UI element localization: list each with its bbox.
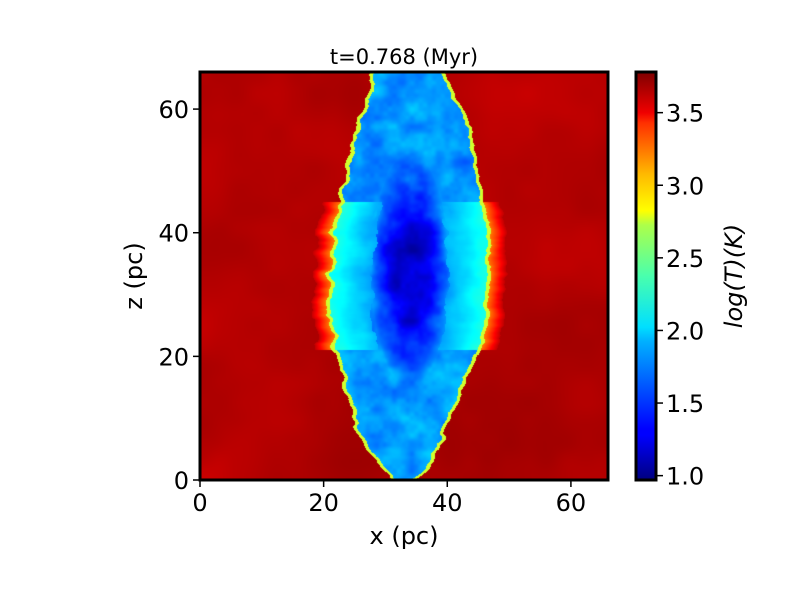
colorbar-frame [634,70,658,482]
x-axis: 0 20 40 60 [192,480,586,517]
x-axis-label: x (pc) [370,522,439,550]
colorbar-tick-label: 1.5 [666,390,704,418]
colorbar [636,72,656,480]
colorbar-axis: 1.0 1.5 2.0 2.5 3.0 3.5 [656,100,704,491]
heatmap [200,72,608,480]
colorbar-tick-label: 3.5 [666,100,704,128]
y-axis-label: z (pc) [120,242,148,309]
colorbar-tick-label: 1.0 [666,463,704,491]
y-tick-label: 60 [158,96,189,124]
colorbar-label: log(T)(K) [720,224,748,328]
colorbar-tick-label: 3.0 [666,172,704,200]
plot-frame [198,70,610,482]
x-tick-label: 20 [308,489,339,517]
y-tick-label: 0 [174,467,189,495]
x-tick-label: 40 [432,489,463,517]
y-tick-label: 40 [158,220,189,248]
y-tick-label: 20 [158,343,189,371]
x-tick-label: 0 [192,489,207,517]
colorbar-tick-label: 2.5 [666,245,704,273]
x-tick-label: 60 [556,489,587,517]
chart-title: t=0.768 (Myr) [330,45,478,69]
y-axis: 0 20 40 60 [158,96,200,495]
colorbar-tick-label: 2.0 [666,317,704,345]
